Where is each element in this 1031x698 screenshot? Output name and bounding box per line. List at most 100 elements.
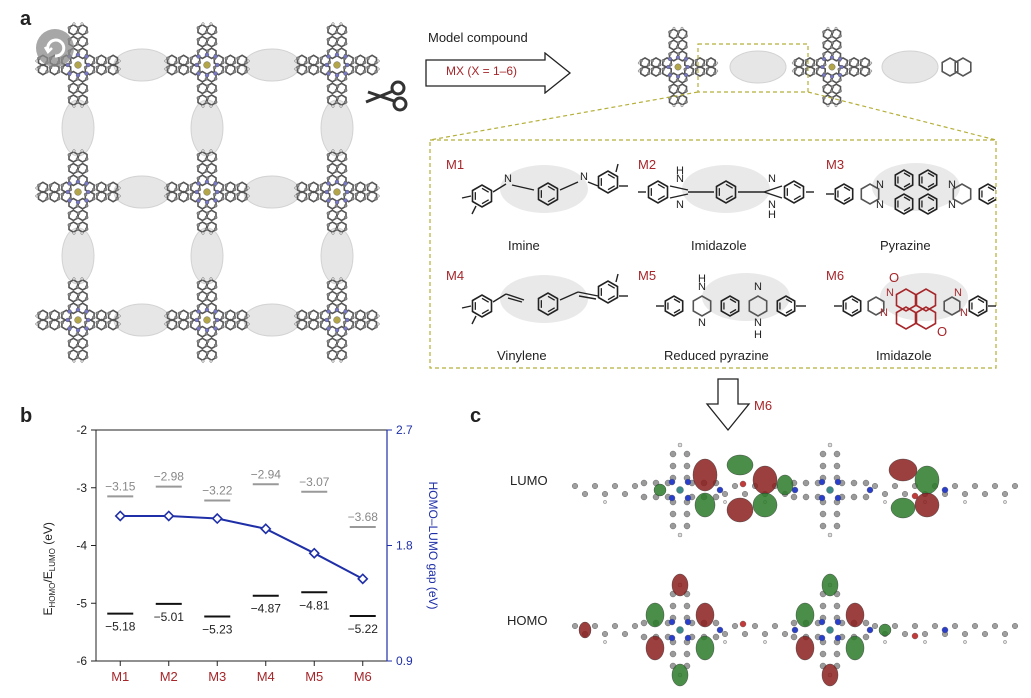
compound-name-m2: Imidazole xyxy=(691,238,747,253)
orbital-lobe xyxy=(645,602,665,628)
structure-m4 xyxy=(461,273,628,325)
orbital-lobe xyxy=(695,602,715,628)
svg-text:O: O xyxy=(889,270,899,285)
compound-id-m2: M2 xyxy=(638,157,657,172)
gap-point xyxy=(357,573,369,585)
lumo-value-label: −2.98 xyxy=(154,470,185,484)
gap-line xyxy=(120,514,364,580)
pc-node xyxy=(294,22,380,108)
orbital-lobe xyxy=(726,454,754,476)
linker-ellipse xyxy=(243,48,301,82)
homo-orbital-plot xyxy=(571,573,1019,687)
refresh-icon[interactable] xyxy=(35,28,75,68)
homo-value-label: −4.87 xyxy=(251,602,282,616)
energy-chart: -2 -3 -4 -5 -6 2.7 1.8 0.9 M1 M2 M3 M4 M5 M6 EHOMO/ELU… xyxy=(41,423,440,684)
pc-node xyxy=(35,149,121,235)
y2-tick-label: 0.9 xyxy=(396,654,413,668)
linker-ellipse xyxy=(243,175,301,209)
y2-axis-title: HOMO–LUMO gap (eV) xyxy=(426,481,440,609)
x-tick-label: M4 xyxy=(257,669,275,684)
svg-text:H: H xyxy=(698,273,706,285)
linker-ellipse xyxy=(61,99,95,157)
orbital-lobe xyxy=(795,602,815,628)
orbital-lobe xyxy=(653,483,667,497)
orbital-lobe xyxy=(776,474,794,496)
gap-point xyxy=(114,510,126,522)
compound-name-m4: Vinylene xyxy=(497,348,547,363)
orbital-lobe xyxy=(752,465,778,495)
compound-id-m6: M6 xyxy=(826,268,845,283)
orbital-lobe xyxy=(752,492,778,518)
svg-text:H: H xyxy=(676,165,684,177)
gap-point xyxy=(260,523,272,535)
orbital-lobe xyxy=(845,602,865,628)
svg-text:N: N xyxy=(880,307,888,319)
orbital-lobe xyxy=(914,492,940,518)
gap-point xyxy=(211,512,223,525)
svg-text:H: H xyxy=(754,329,762,341)
svg-text:N: N xyxy=(676,173,684,185)
homo-value-label: −5.23 xyxy=(202,623,233,637)
callout-frame xyxy=(429,43,997,369)
svg-text:N: N xyxy=(504,173,512,185)
svg-text:N: N xyxy=(876,199,884,211)
y-tick-label: -3 xyxy=(76,481,87,495)
down-arrow xyxy=(705,378,751,432)
homo-value-label: −5.18 xyxy=(105,620,136,634)
model-compound-title: Model compound xyxy=(428,30,528,45)
svg-text:N: N xyxy=(698,281,706,293)
orbital-lobe xyxy=(671,573,689,597)
linker-ellipse xyxy=(190,227,224,285)
compound-name-m3: Pyrazine xyxy=(880,238,931,253)
x-tick-label: M5 xyxy=(305,669,323,684)
lumo-value-label: −3.07 xyxy=(299,475,330,489)
pc-node xyxy=(294,277,380,363)
orbital-lobe xyxy=(821,663,839,687)
lumo-value-label: −3.68 xyxy=(348,510,379,524)
panel-label-a: a xyxy=(20,8,32,30)
model-compound-molecule xyxy=(637,26,972,108)
svg-text:N: N xyxy=(960,307,968,319)
plot-frame xyxy=(95,429,388,662)
svg-text:N: N xyxy=(768,199,776,211)
pc-node xyxy=(294,149,380,235)
lumo-value-label: −3.15 xyxy=(105,479,136,493)
homo-value-label: −5.22 xyxy=(348,622,379,636)
pc-node xyxy=(164,22,250,108)
svg-text:N: N xyxy=(886,287,894,299)
svg-text:N: N xyxy=(948,199,956,211)
svg-text:N: N xyxy=(754,281,762,293)
linker-ellipse xyxy=(113,175,171,209)
y-tick-label: -6 xyxy=(76,654,87,668)
molecule-skeleton xyxy=(571,442,1019,538)
svg-text:N: N xyxy=(698,317,706,329)
orbital-lobe xyxy=(845,635,865,661)
pc-node xyxy=(637,26,719,108)
orbital-lobe xyxy=(888,458,918,482)
lumo-value-label: −3.22 xyxy=(202,483,233,497)
panel-label-c: c xyxy=(470,405,482,427)
compound-name-m5: Reduced pyrazine xyxy=(664,348,769,363)
orbital-lobe xyxy=(821,573,839,597)
homo-label: HOMO xyxy=(507,613,548,628)
x-tick-label: M3 xyxy=(208,669,226,684)
svg-text:N: N xyxy=(676,199,684,211)
compound-name-m6: Imidazole xyxy=(876,348,932,363)
orbital-lobe xyxy=(671,663,689,687)
orbital-lobe xyxy=(726,497,754,523)
compound-id-m5: M5 xyxy=(638,268,657,283)
svg-text:N: N xyxy=(754,317,762,329)
linker-ellipse xyxy=(113,303,171,337)
molecule-skeleton xyxy=(571,582,1019,678)
model-arrow xyxy=(425,52,572,94)
scissors-icon xyxy=(365,80,408,112)
svg-text:N: N xyxy=(580,171,588,183)
pc-node xyxy=(35,22,121,108)
y-axis-title: EHOMO/ELUMO (eV) xyxy=(41,522,57,615)
lumo-orbital-plot xyxy=(571,442,1019,538)
linker-ellipse xyxy=(881,50,939,84)
